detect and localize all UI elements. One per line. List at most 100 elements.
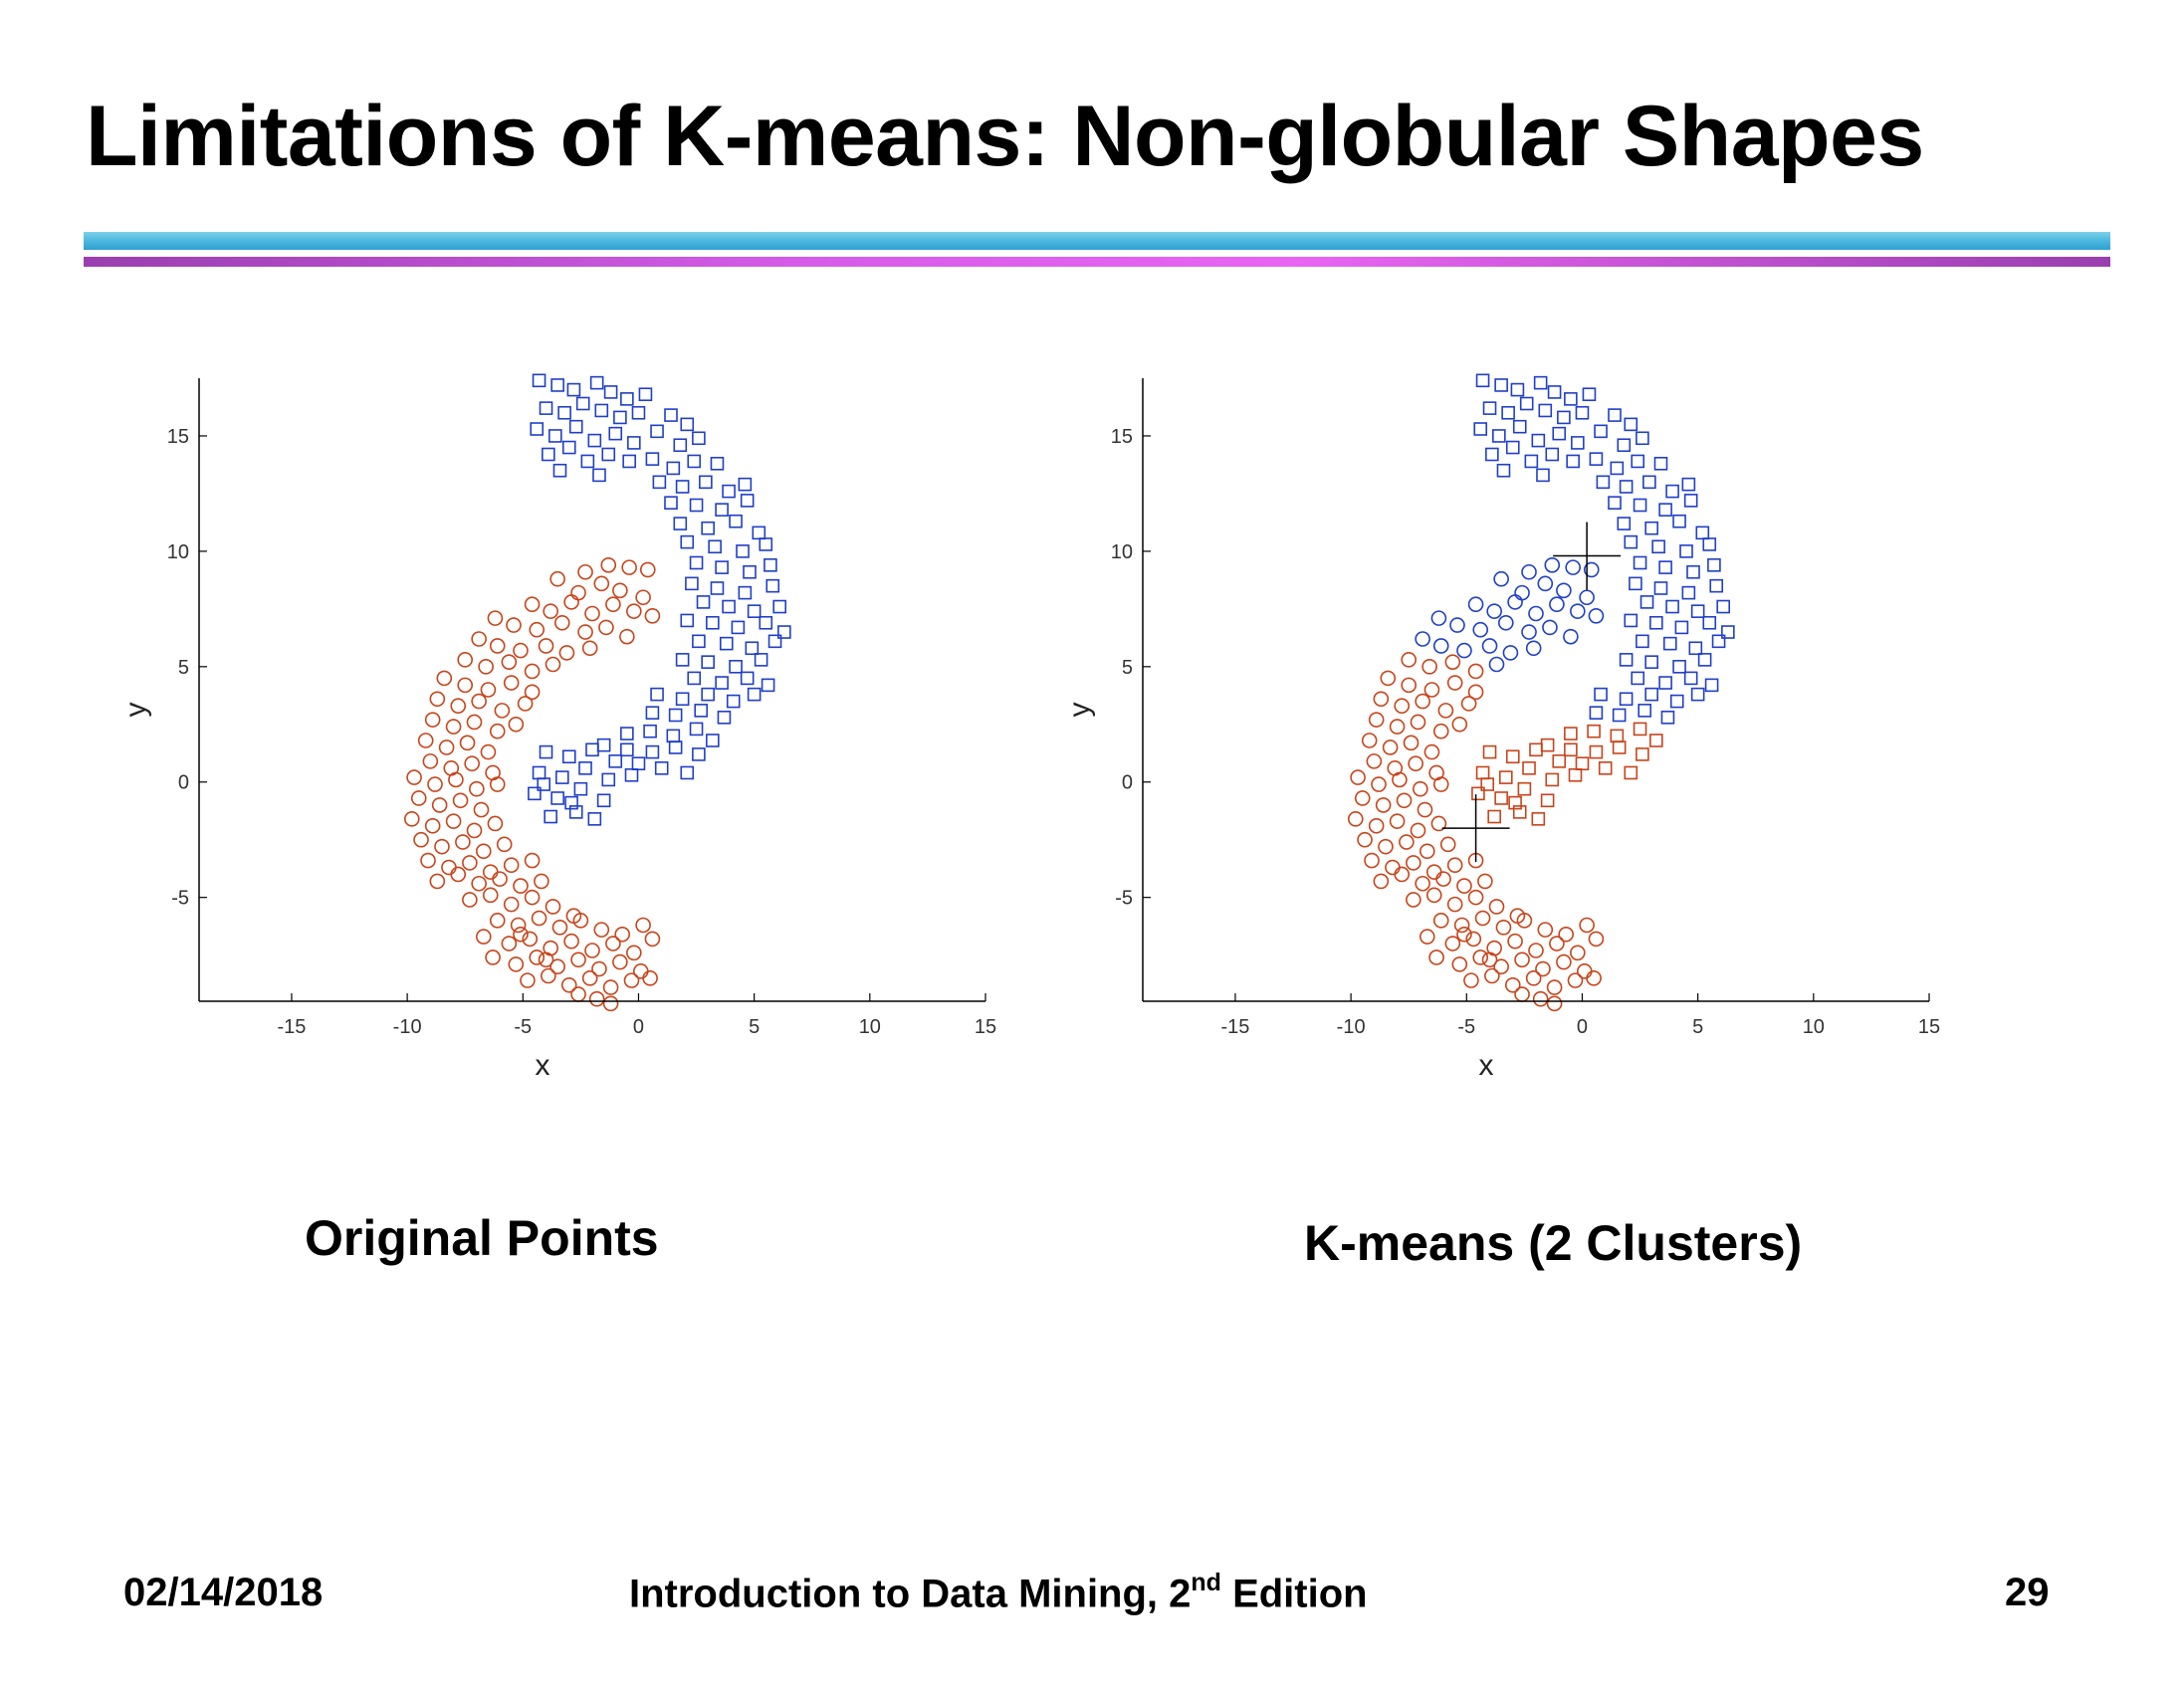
data-point-square: [1624, 417, 1638, 432]
data-point-square: [1690, 604, 1705, 618]
data-point-circle: [593, 575, 610, 592]
data-point-square: [759, 615, 773, 630]
data-point-circle: [410, 790, 427, 806]
data-point-square: [1644, 687, 1658, 702]
data-point-circle: [1350, 769, 1366, 785]
data-point-circle: [1382, 739, 1399, 755]
data-point-square: [1688, 641, 1703, 656]
data-point-square: [1531, 433, 1546, 448]
footer-book-sup: nd: [1191, 1569, 1221, 1596]
data-point-square: [594, 403, 609, 418]
data-point-circle: [1371, 776, 1387, 792]
data-point-circle: [1525, 640, 1542, 657]
data-point-square: [666, 729, 681, 743]
data-point-circle: [445, 813, 462, 829]
data-point-square: [699, 475, 713, 490]
data-point-circle: [1430, 610, 1447, 626]
data-point-circle: [1451, 956, 1468, 972]
data-point-square: [603, 385, 618, 399]
slide-title: Limitations of K-means: Non-globular Sha…: [86, 89, 1924, 184]
data-point-square: [1508, 795, 1522, 810]
data-point-circle: [639, 561, 656, 578]
data-point-square: [1633, 555, 1647, 570]
data-point-square: [668, 740, 683, 754]
data-point-circle: [1514, 584, 1530, 601]
data-point-circle: [480, 743, 497, 760]
data-point-square: [1589, 744, 1604, 759]
data-point-circle: [487, 610, 504, 626]
data-point-square: [747, 604, 762, 618]
data-point-square: [680, 765, 695, 780]
data-point-circle: [403, 811, 420, 827]
data-point-square: [1683, 671, 1698, 686]
data-point-circle: [1537, 575, 1554, 592]
data-point-circle: [1421, 659, 1437, 675]
data-point-square: [1662, 636, 1677, 651]
data-point-circle: [534, 873, 549, 890]
data-point-square: [1540, 738, 1555, 752]
footer-book-pre: Introduction to Data Mining, 2: [629, 1572, 1192, 1616]
data-point-circle: [503, 896, 520, 913]
data-point-square: [1608, 496, 1622, 510]
data-point-circle: [1389, 813, 1406, 829]
data-point-square: [765, 578, 780, 593]
data-point-square: [1707, 558, 1721, 572]
data-point-circle: [524, 596, 541, 613]
data-point-circle: [1456, 926, 1472, 943]
data-point-square: [752, 526, 766, 540]
caption-original-points: Original Points: [305, 1210, 659, 1266]
data-point-circle: [572, 913, 589, 929]
data-point-square: [1683, 494, 1698, 508]
data-point-square: [1644, 521, 1658, 535]
data-point-circle: [1507, 594, 1523, 610]
x-tick-label: -15: [1220, 1016, 1249, 1038]
data-point-square: [596, 793, 611, 808]
data-point-square: [620, 727, 634, 740]
data-point-circle: [1528, 943, 1544, 958]
data-point-square: [627, 436, 641, 450]
data-point-circle: [612, 582, 628, 599]
data-point-square: [1653, 456, 1668, 471]
data-point-circle: [1401, 677, 1418, 694]
data-point-square: [1721, 625, 1735, 639]
data-point-circle: [445, 719, 462, 735]
data-point-circle: [424, 712, 441, 728]
data-point-circle: [452, 792, 469, 809]
data-point-circle: [529, 621, 546, 638]
data-point-circle: [1401, 652, 1418, 668]
data-point-circle: [466, 822, 483, 839]
data-point-square: [1697, 653, 1712, 667]
data-point-circle: [1451, 716, 1468, 733]
series-0: [528, 373, 791, 826]
data-point-square: [622, 454, 636, 469]
data-point-square: [1582, 387, 1597, 402]
data-point-square: [585, 742, 599, 757]
data-point-square: [1571, 436, 1585, 450]
data-point-square: [532, 765, 546, 780]
data-point-circle: [1481, 951, 1498, 968]
data-point-square: [1575, 405, 1590, 420]
data-point-square: [1519, 396, 1534, 411]
data-point-circle: [1546, 979, 1563, 995]
data-point-square: [1566, 454, 1580, 469]
data-point-circle: [1549, 596, 1565, 613]
data-point-square: [1629, 576, 1642, 591]
data-point-square: [537, 777, 551, 791]
data-point-square: [1598, 761, 1613, 775]
data-point-circle: [427, 776, 443, 792]
data-point-square: [1589, 706, 1604, 720]
data-point-circle: [1474, 910, 1491, 927]
data-point-square: [542, 447, 555, 462]
y-tick-label: 10: [167, 541, 189, 563]
data-point-circle: [619, 628, 635, 645]
data-point-circle: [541, 967, 556, 984]
data-point-circle: [1435, 871, 1451, 887]
data-point-square: [767, 634, 782, 649]
data-point-circle: [1546, 995, 1563, 1012]
data-point-square: [631, 756, 646, 770]
data-point-circle: [1430, 815, 1447, 832]
data-point-circle: [524, 663, 541, 680]
data-point-square: [1480, 777, 1495, 791]
data-point-circle: [1444, 936, 1461, 951]
data-point-square: [692, 634, 706, 649]
